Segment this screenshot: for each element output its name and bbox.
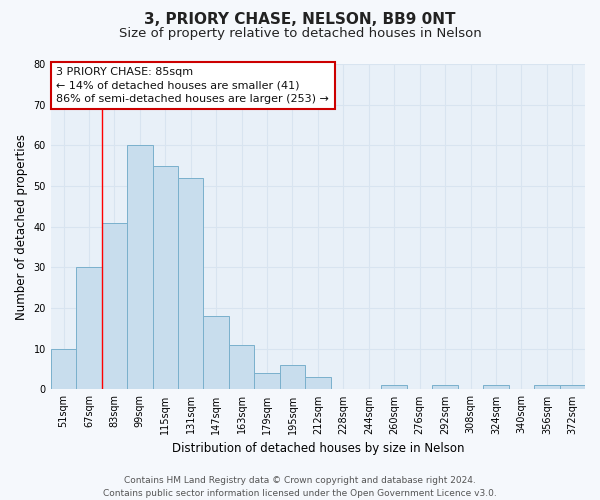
- Bar: [433, 386, 458, 390]
- Bar: [560, 386, 585, 390]
- Bar: [51, 349, 76, 390]
- Bar: [534, 386, 560, 390]
- Text: 3, PRIORY CHASE, NELSON, BB9 0NT: 3, PRIORY CHASE, NELSON, BB9 0NT: [144, 12, 456, 28]
- Text: Size of property relative to detached houses in Nelson: Size of property relative to detached ho…: [119, 28, 481, 40]
- Bar: [280, 365, 305, 390]
- Bar: [203, 316, 229, 390]
- Bar: [76, 268, 101, 390]
- Text: Contains HM Land Registry data © Crown copyright and database right 2024.
Contai: Contains HM Land Registry data © Crown c…: [103, 476, 497, 498]
- Bar: [178, 178, 203, 390]
- X-axis label: Distribution of detached houses by size in Nelson: Distribution of detached houses by size …: [172, 442, 464, 455]
- Bar: [305, 377, 331, 390]
- Bar: [254, 373, 280, 390]
- Bar: [101, 222, 127, 390]
- Y-axis label: Number of detached properties: Number of detached properties: [15, 134, 28, 320]
- Bar: [127, 146, 152, 390]
- Text: 3 PRIORY CHASE: 85sqm
← 14% of detached houses are smaller (41)
86% of semi-deta: 3 PRIORY CHASE: 85sqm ← 14% of detached …: [56, 68, 329, 104]
- Bar: [382, 386, 407, 390]
- Bar: [229, 344, 254, 390]
- Bar: [152, 166, 178, 390]
- Bar: [483, 386, 509, 390]
